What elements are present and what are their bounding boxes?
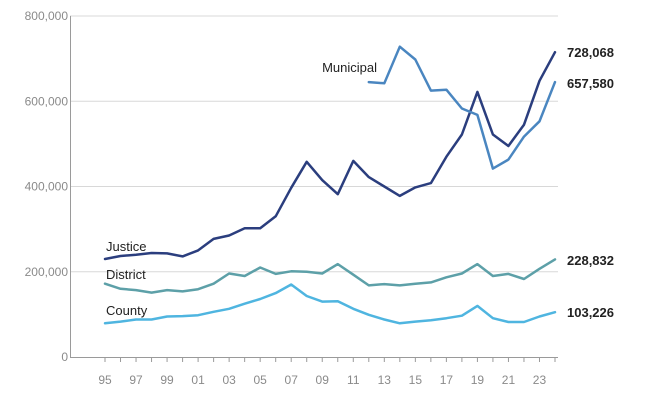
series-name-justice: Justice bbox=[106, 239, 146, 254]
y-tick-label: 0 bbox=[61, 350, 68, 364]
x-tick-label: 21 bbox=[502, 373, 516, 387]
end-value-label-municipal: 657,580 bbox=[567, 76, 614, 91]
x-tick-label: 23 bbox=[533, 373, 547, 387]
x-tick-label: 09 bbox=[316, 373, 330, 387]
x-tick-label: 17 bbox=[440, 373, 454, 387]
label-layer: Justice Municipal District County 728,068 657… bbox=[106, 45, 614, 320]
series-name-county: County bbox=[106, 303, 148, 318]
y-tick-label: 800,000 bbox=[25, 9, 69, 23]
series-line-justice bbox=[103, 50, 557, 261]
y-tick-label: 400,000 bbox=[25, 180, 69, 194]
x-tick-label: 07 bbox=[285, 373, 299, 387]
end-value-label-justice: 728,068 bbox=[567, 45, 614, 60]
series-line-district bbox=[103, 258, 557, 294]
x-tick-label: 05 bbox=[253, 373, 267, 387]
x-tick-label: 95 bbox=[98, 373, 112, 387]
series-line-county bbox=[103, 283, 557, 325]
axis-layer: 0 200,000 400,000 600,000 800,000 95 97 99 01 03 0… bbox=[25, 9, 558, 387]
x-tick-label: 19 bbox=[471, 373, 485, 387]
series-name-district: District bbox=[106, 267, 146, 282]
end-value-label-county: 103,226 bbox=[567, 305, 614, 320]
x-tick-label: 03 bbox=[222, 373, 236, 387]
series-line-municipal bbox=[367, 45, 557, 170]
x-tick-label: 13 bbox=[378, 373, 392, 387]
y-tick-label: 600,000 bbox=[25, 94, 69, 108]
x-tick-label: 99 bbox=[160, 373, 174, 387]
series-name-municipal: Municipal bbox=[322, 60, 377, 75]
end-value-label-district: 228,832 bbox=[567, 253, 614, 268]
x-tick-label: 97 bbox=[129, 373, 143, 387]
series-layer bbox=[103, 45, 557, 325]
x-tick-label: 15 bbox=[409, 373, 423, 387]
y-tick-label: 200,000 bbox=[25, 265, 69, 279]
x-tick-label: 11 bbox=[347, 373, 360, 387]
x-tick-label: 01 bbox=[191, 373, 205, 387]
